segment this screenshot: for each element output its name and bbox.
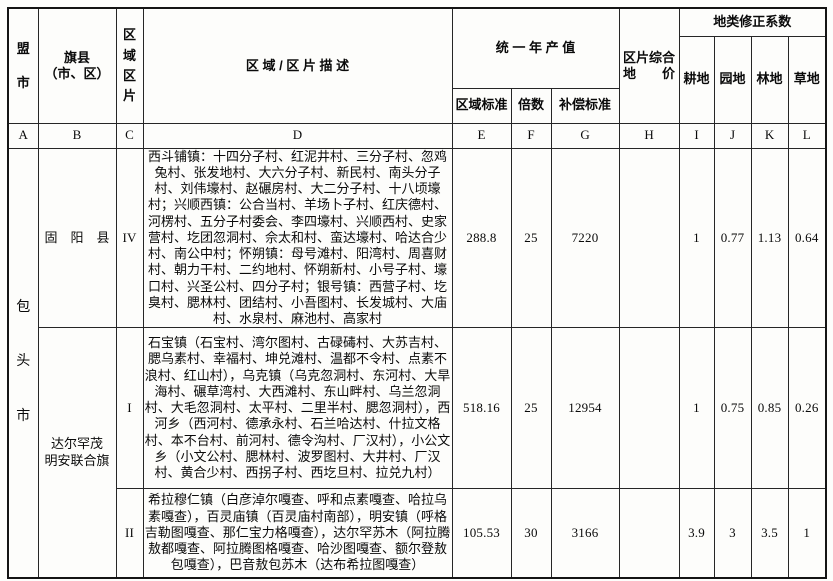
column-letter-d: D — [142, 122, 453, 149]
cell-zone-code: IV — [115, 147, 144, 329]
header-row-2: 耕地 园地 林地 草地 — [8, 35, 827, 124]
cell-region-standard: 105.53 — [451, 488, 512, 579]
cell-garden-coef: 0.77 — [713, 147, 752, 329]
cell-cultivated-coef: 3.9 — [678, 488, 715, 579]
header-compensation-standard: 补偿标准 — [550, 87, 620, 124]
table-row: 达尔罕茂 明安联合旗 I 石宝镇（石宝村、湾尔图村、古碌碡村、大苏吉村、腮乌素村… — [8, 327, 827, 579]
cell-region-standard: 288.8 — [451, 147, 512, 329]
land-compensation-table: 盟市 旗县 （市、区） 区域区片 区 域 / 区 片 描 述 统 一 年 产 值… — [7, 7, 828, 579]
cell-zone-description: 石宝镇（石宝村、湾尔图村、古碌碡村、大苏吉村、腮乌素村、幸福村、坤兑滩村、温都不… — [142, 327, 453, 490]
table-row: II 希拉穆仁镇（白彦淖尔嘎查、呼和点素嘎查、哈拉乌素嘎查），百灵庙镇（百灵庙村… — [8, 488, 827, 579]
column-letter-row: A B C D E F G H I J K L — [7, 122, 827, 149]
cell-zone-price — [618, 147, 680, 329]
header-land-type-correction: 地类修正系数 — [678, 7, 827, 37]
header-row-1: 盟市 旗县 （市、区） 区域区片 区 域 / 区 片 描 述 统 一 年 产 值… — [7, 7, 827, 124]
cell-compensation: 12954 — [550, 327, 620, 490]
cell-zone-price — [618, 488, 680, 579]
cell-multiplier: 25 — [510, 327, 552, 490]
header-league-city: 盟市 — [7, 7, 39, 124]
column-letter-i: I — [678, 122, 715, 149]
cell-compensation: 3166 — [550, 488, 620, 579]
header-region-zone-label: 区域区片 — [122, 27, 136, 103]
cell-zone-description: 西斗铺镇：十四分子村、红泥井村、三分子村、忽鸡兔村、张发地村、大六分子村、新民村… — [142, 147, 453, 329]
column-letter-b: B — [37, 122, 117, 149]
cell-grassland-coef: 0.26 — [787, 327, 827, 490]
header-forest: 林地 — [750, 35, 789, 124]
column-letter-l: L — [787, 122, 827, 149]
header-multiplier: 倍数 — [510, 87, 552, 124]
header-garden: 园地 — [713, 35, 752, 124]
header-region-zone: 区域区片 — [115, 7, 144, 124]
header-row-3: 区域标准 倍数 补偿标准 — [8, 87, 826, 124]
cell-forest-coef: 3.5 — [750, 488, 789, 579]
table-row: 包头市 固 阳 县 IV 西斗铺镇：十四分子村、红泥井村、三分子村、忽鸡兔村、张… — [7, 147, 827, 579]
column-letter-k: K — [750, 122, 789, 149]
header-unified-annual-output: 统 一 年 产 值 — [451, 7, 620, 89]
column-letter-a: A — [7, 122, 39, 149]
cell-cultivated-coef: 1 — [678, 147, 715, 329]
cell-forest-coef: 1.13 — [750, 147, 789, 329]
cell-cultivated-coef: 1 — [678, 327, 715, 490]
header-zone-composite-price: 区片综合 地 价 — [618, 7, 680, 124]
header-zone-description: 区 域 / 区 片 描 述 — [142, 7, 453, 124]
cell-multiplier: 25 — [510, 147, 552, 329]
column-letter-h: H — [618, 122, 680, 149]
league-city-value: 包头市 — [16, 299, 31, 424]
header-region-standard: 区域标准 — [451, 87, 512, 124]
header-league-city-label: 盟市 — [16, 40, 30, 90]
column-letter-j: J — [713, 122, 752, 149]
header-cultivated: 耕地 — [678, 35, 715, 124]
header-grassland: 草地 — [787, 35, 827, 124]
column-letter-c: C — [115, 122, 144, 149]
cell-region-standard: 518.16 — [451, 327, 512, 490]
cell-zone-description: 希拉穆仁镇（白彦淖尔嘎查、呼和点素嘎查、哈拉乌素嘎查），百灵庙镇（百灵庙村南部）… — [142, 488, 453, 579]
cell-grassland-coef: 0.64 — [787, 147, 827, 329]
cell-compensation: 7220 — [550, 147, 620, 329]
cell-grassland-coef: 1 — [787, 488, 827, 579]
header-banner-county: 旗县 （市、区） — [37, 7, 117, 124]
cell-zone-price — [618, 327, 680, 490]
column-letter-f: F — [510, 122, 552, 149]
cell-county: 固 阳 县 — [37, 147, 117, 329]
cell-zone-code: I — [115, 327, 144, 490]
cell-county: 达尔罕茂 明安联合旗 — [37, 327, 117, 579]
cell-garden-coef: 3 — [713, 488, 752, 579]
cell-garden-coef: 0.75 — [713, 327, 752, 490]
column-letter-g: G — [550, 122, 620, 149]
cell-multiplier: 30 — [510, 488, 552, 579]
cell-league-city: 包头市 — [7, 147, 39, 579]
column-letter-e: E — [451, 122, 512, 149]
cell-forest-coef: 0.85 — [750, 327, 789, 490]
cell-zone-code: II — [115, 488, 144, 579]
